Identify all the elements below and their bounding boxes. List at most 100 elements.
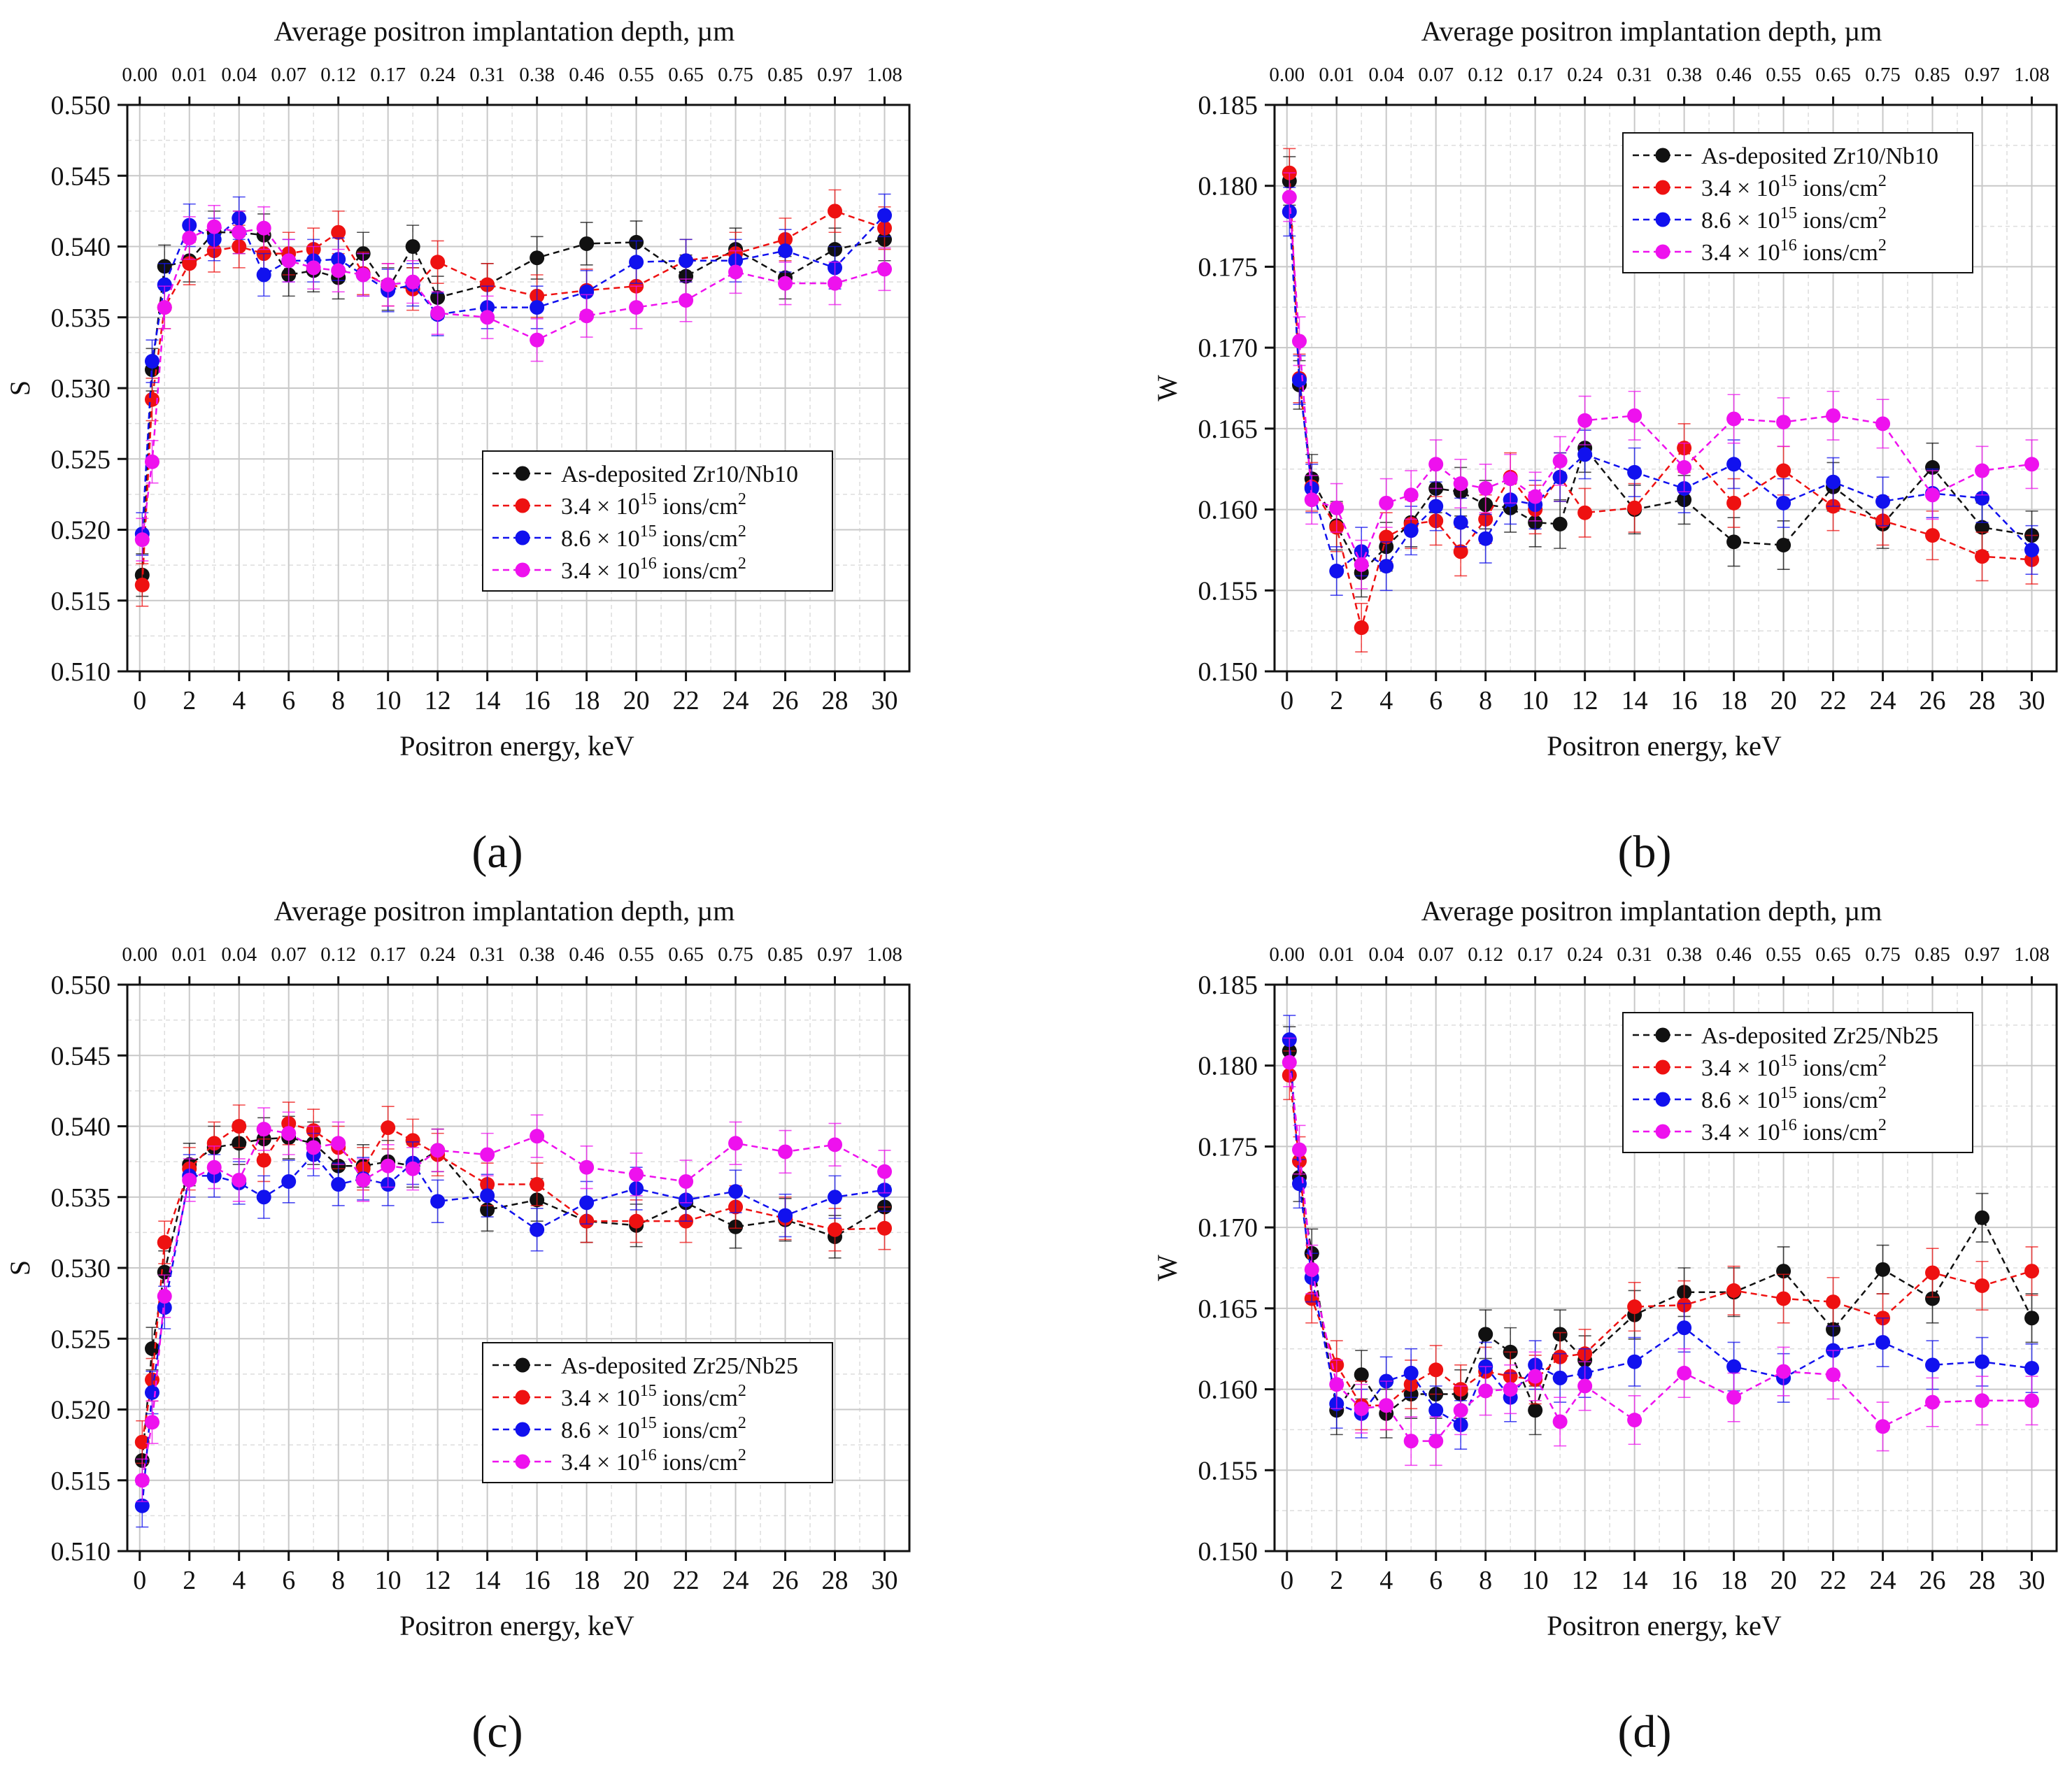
- x-tick-label: 14: [474, 1566, 501, 1595]
- legend-sup: 2: [1878, 1116, 1887, 1134]
- top-tick-label: 0.97: [817, 943, 853, 966]
- y-tick-label: 0.545: [51, 162, 111, 191]
- legend-sup: 2: [1878, 1084, 1887, 1102]
- legend-label: 3.4 × 1016 ions/cm2: [561, 555, 746, 584]
- data-point: [778, 1208, 793, 1223]
- data-point: [256, 267, 271, 283]
- data-point: [1528, 1403, 1543, 1418]
- x-tick-label: 18: [574, 1566, 600, 1595]
- y-tick-label: 0.150: [1198, 657, 1258, 687]
- top-axis-title: Average positron implantation depth, µm: [274, 15, 735, 47]
- data-point: [331, 1177, 346, 1192]
- y-tick-label: 0.530: [51, 1254, 111, 1283]
- top-tick-label: 0.01: [1319, 943, 1354, 966]
- legend-sup: 2: [1878, 1052, 1887, 1070]
- y-tick-label: 0.160: [1198, 1376, 1258, 1405]
- data-point: [579, 236, 595, 251]
- data-point: [405, 274, 420, 290]
- data-point: [1677, 459, 1692, 475]
- y-tick-label: 0.165: [1198, 1294, 1258, 1324]
- top-axis-title: Average positron implantation depth, µm: [1421, 895, 1882, 927]
- data-point: [1453, 515, 1468, 530]
- series-line: [1289, 1050, 2033, 1415]
- data-point: [430, 1143, 446, 1158]
- legend-text: ions/cm: [657, 526, 738, 552]
- legend-sup: 2: [738, 555, 746, 573]
- data-point: [1291, 372, 1307, 387]
- series-3: [134, 204, 893, 562]
- data-point: [629, 1213, 644, 1229]
- data-point: [2024, 1393, 2040, 1408]
- data-point: [877, 1164, 893, 1179]
- data-point: [144, 1415, 159, 1430]
- data-point: [381, 277, 396, 292]
- legend-swatch-marker: [515, 1357, 530, 1373]
- x-tick-label: 10: [1522, 686, 1549, 715]
- legend-swatch-marker: [515, 1390, 530, 1405]
- data-point: [331, 224, 346, 240]
- legend-text: ions/cm: [657, 558, 738, 584]
- plot-frame: [1273, 104, 2058, 673]
- data-point: [2024, 1311, 2040, 1326]
- data-point: [1975, 1210, 1990, 1225]
- data-point: [1428, 1434, 1444, 1449]
- data-point: [828, 276, 843, 291]
- data-point: [2024, 457, 2040, 472]
- data-point: [1726, 534, 1742, 550]
- x-tick-label: 10: [375, 1566, 402, 1595]
- data-point: [1577, 505, 1593, 520]
- data-point: [1453, 544, 1468, 559]
- y-tick-label: 0.155: [1198, 1456, 1258, 1485]
- data-point: [206, 219, 222, 234]
- x-tick-label: 18: [1721, 1566, 1747, 1595]
- data-point: [579, 1195, 595, 1211]
- x-tick-label: 24: [723, 686, 749, 715]
- data-point: [1627, 1354, 1642, 1369]
- data-point: [1627, 500, 1642, 515]
- data-point: [430, 1194, 446, 1209]
- data-point: [1478, 1327, 1493, 1342]
- data-point: [828, 204, 843, 219]
- legend-swatch-marker: [515, 466, 530, 481]
- top-tick-label: 0.12: [1468, 943, 1503, 966]
- y-tick-label: 0.510: [51, 1537, 111, 1567]
- data-point: [1826, 1294, 1841, 1310]
- panel-label: (b): [1618, 827, 1672, 878]
- data-point: [1428, 499, 1444, 514]
- y-tick-label: 0.525: [51, 1325, 111, 1354]
- data-point: [1478, 480, 1493, 496]
- x-tick-label: 12: [1572, 686, 1598, 715]
- x-tick-label: 18: [1721, 686, 1747, 715]
- legend-text: 3.4 × 10: [561, 558, 640, 584]
- x-tick-label: 20: [623, 686, 650, 715]
- series-line: [1289, 1039, 2032, 1427]
- data-point: [1925, 1265, 1940, 1280]
- data-point: [182, 256, 197, 271]
- legend-text: ions/cm: [1797, 208, 1878, 234]
- data-point: [530, 1129, 545, 1144]
- legend-text: 8.6 × 10: [561, 1418, 640, 1443]
- x-tick-label: 30: [2019, 686, 2045, 715]
- legend-label: 3.4 × 1016 ions/cm2: [561, 1446, 746, 1476]
- top-tick-label: 0.04: [1368, 943, 1404, 966]
- data-point: [157, 300, 172, 315]
- data-point: [679, 253, 694, 269]
- data-point: [1975, 1278, 1990, 1293]
- data-point: [306, 1140, 321, 1155]
- data-point: [1453, 1403, 1468, 1418]
- legend-text: 8.6 × 10: [1701, 208, 1780, 234]
- data-point: [144, 454, 159, 469]
- data-point: [1677, 1320, 1692, 1336]
- x-tick-label: 30: [2019, 1566, 2045, 1595]
- series-3: [1282, 1037, 2040, 1466]
- x-tick-label: 6: [282, 686, 295, 715]
- top-tick-label: 0.07: [271, 943, 306, 966]
- x-tick-label: 28: [1969, 686, 1996, 715]
- legend-text: ions/cm: [657, 1385, 738, 1411]
- x-tick-label: 30: [872, 686, 898, 715]
- x-axis-label: Positron energy, keV: [1547, 730, 1782, 762]
- top-tick-label: 0.31: [1617, 943, 1652, 966]
- data-point: [1478, 1383, 1493, 1399]
- top-tick-label: 0.38: [1666, 943, 1702, 966]
- top-axis-title: Average positron implantation depth, µm: [1421, 15, 1882, 47]
